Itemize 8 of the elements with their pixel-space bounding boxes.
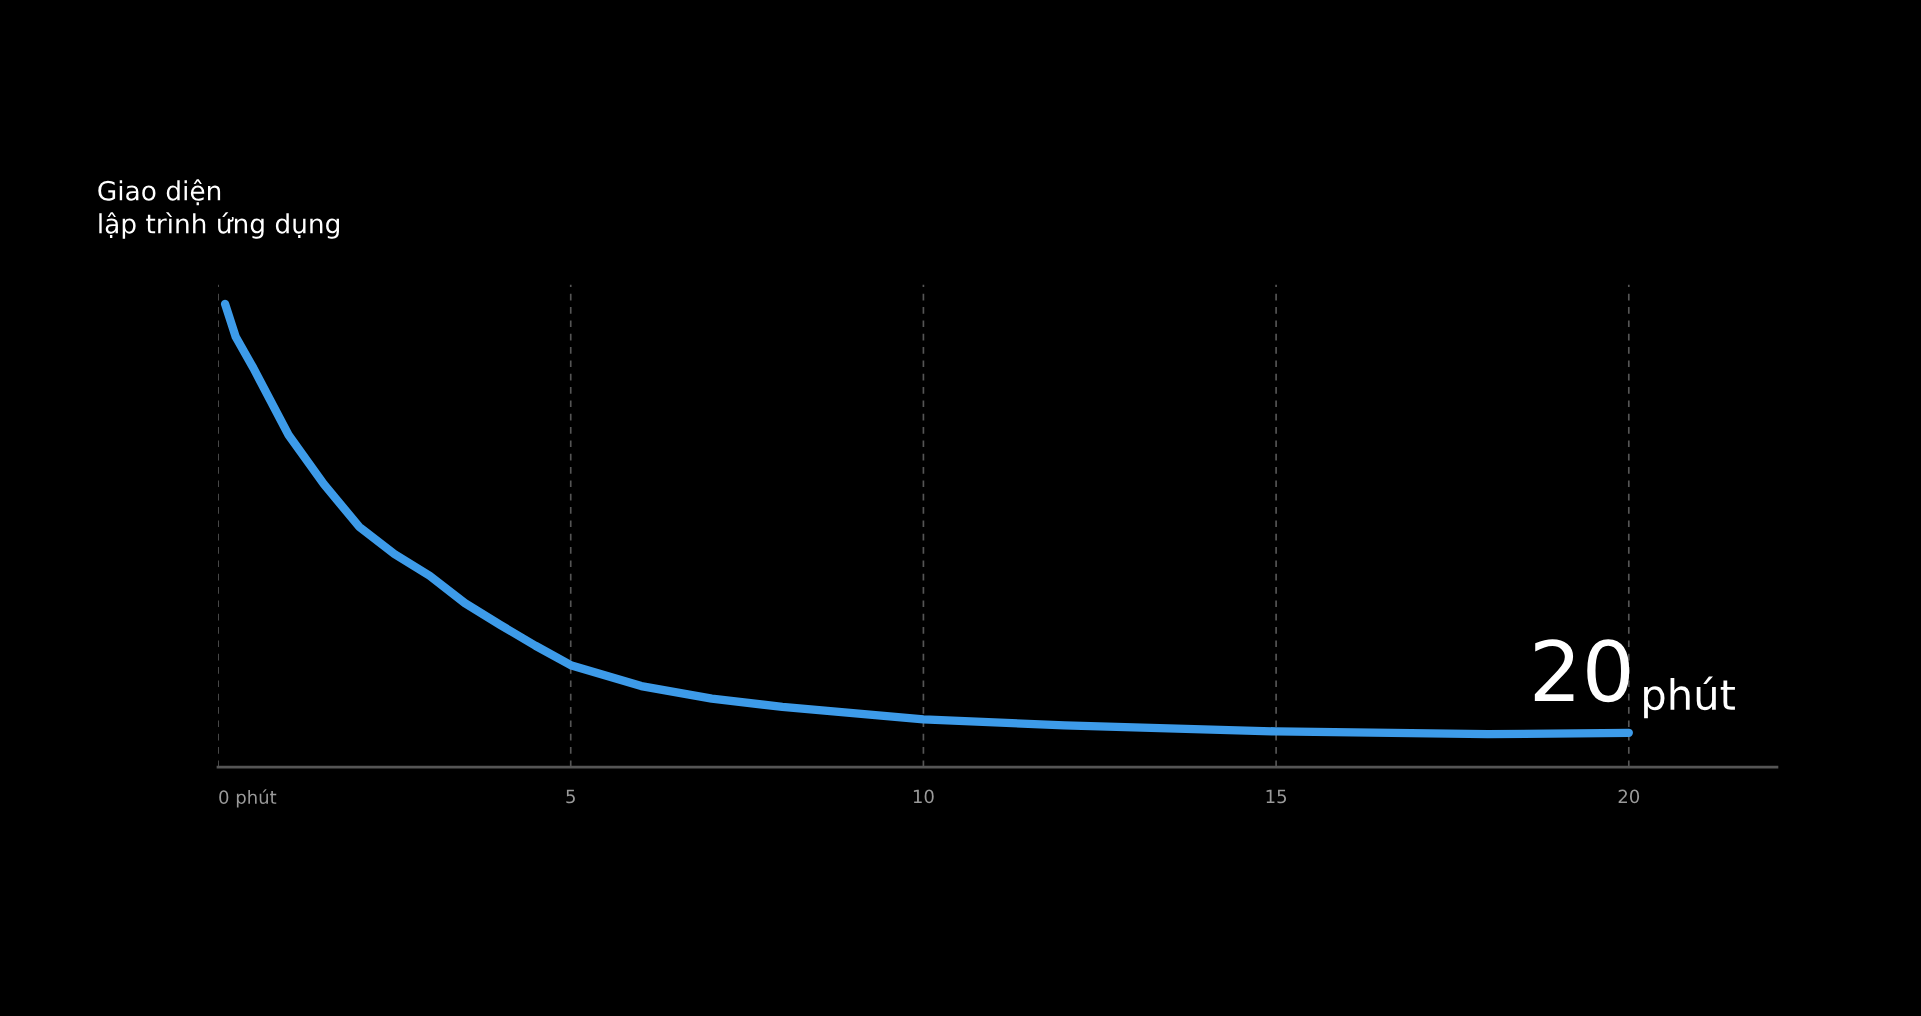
chart-title: Giao diện lập trình ứng dụng xyxy=(98,179,339,239)
annotation: phút xyxy=(1644,676,1735,719)
x-tick-label: 15 xyxy=(1266,789,1287,804)
x-tick-label: 5 xyxy=(566,789,575,804)
x-tick-label: 0 phút xyxy=(219,789,277,808)
x-tick-label: 10 xyxy=(913,789,934,804)
x-tick-label: 20 xyxy=(1618,789,1640,804)
annotation: 20 xyxy=(1534,639,1630,703)
